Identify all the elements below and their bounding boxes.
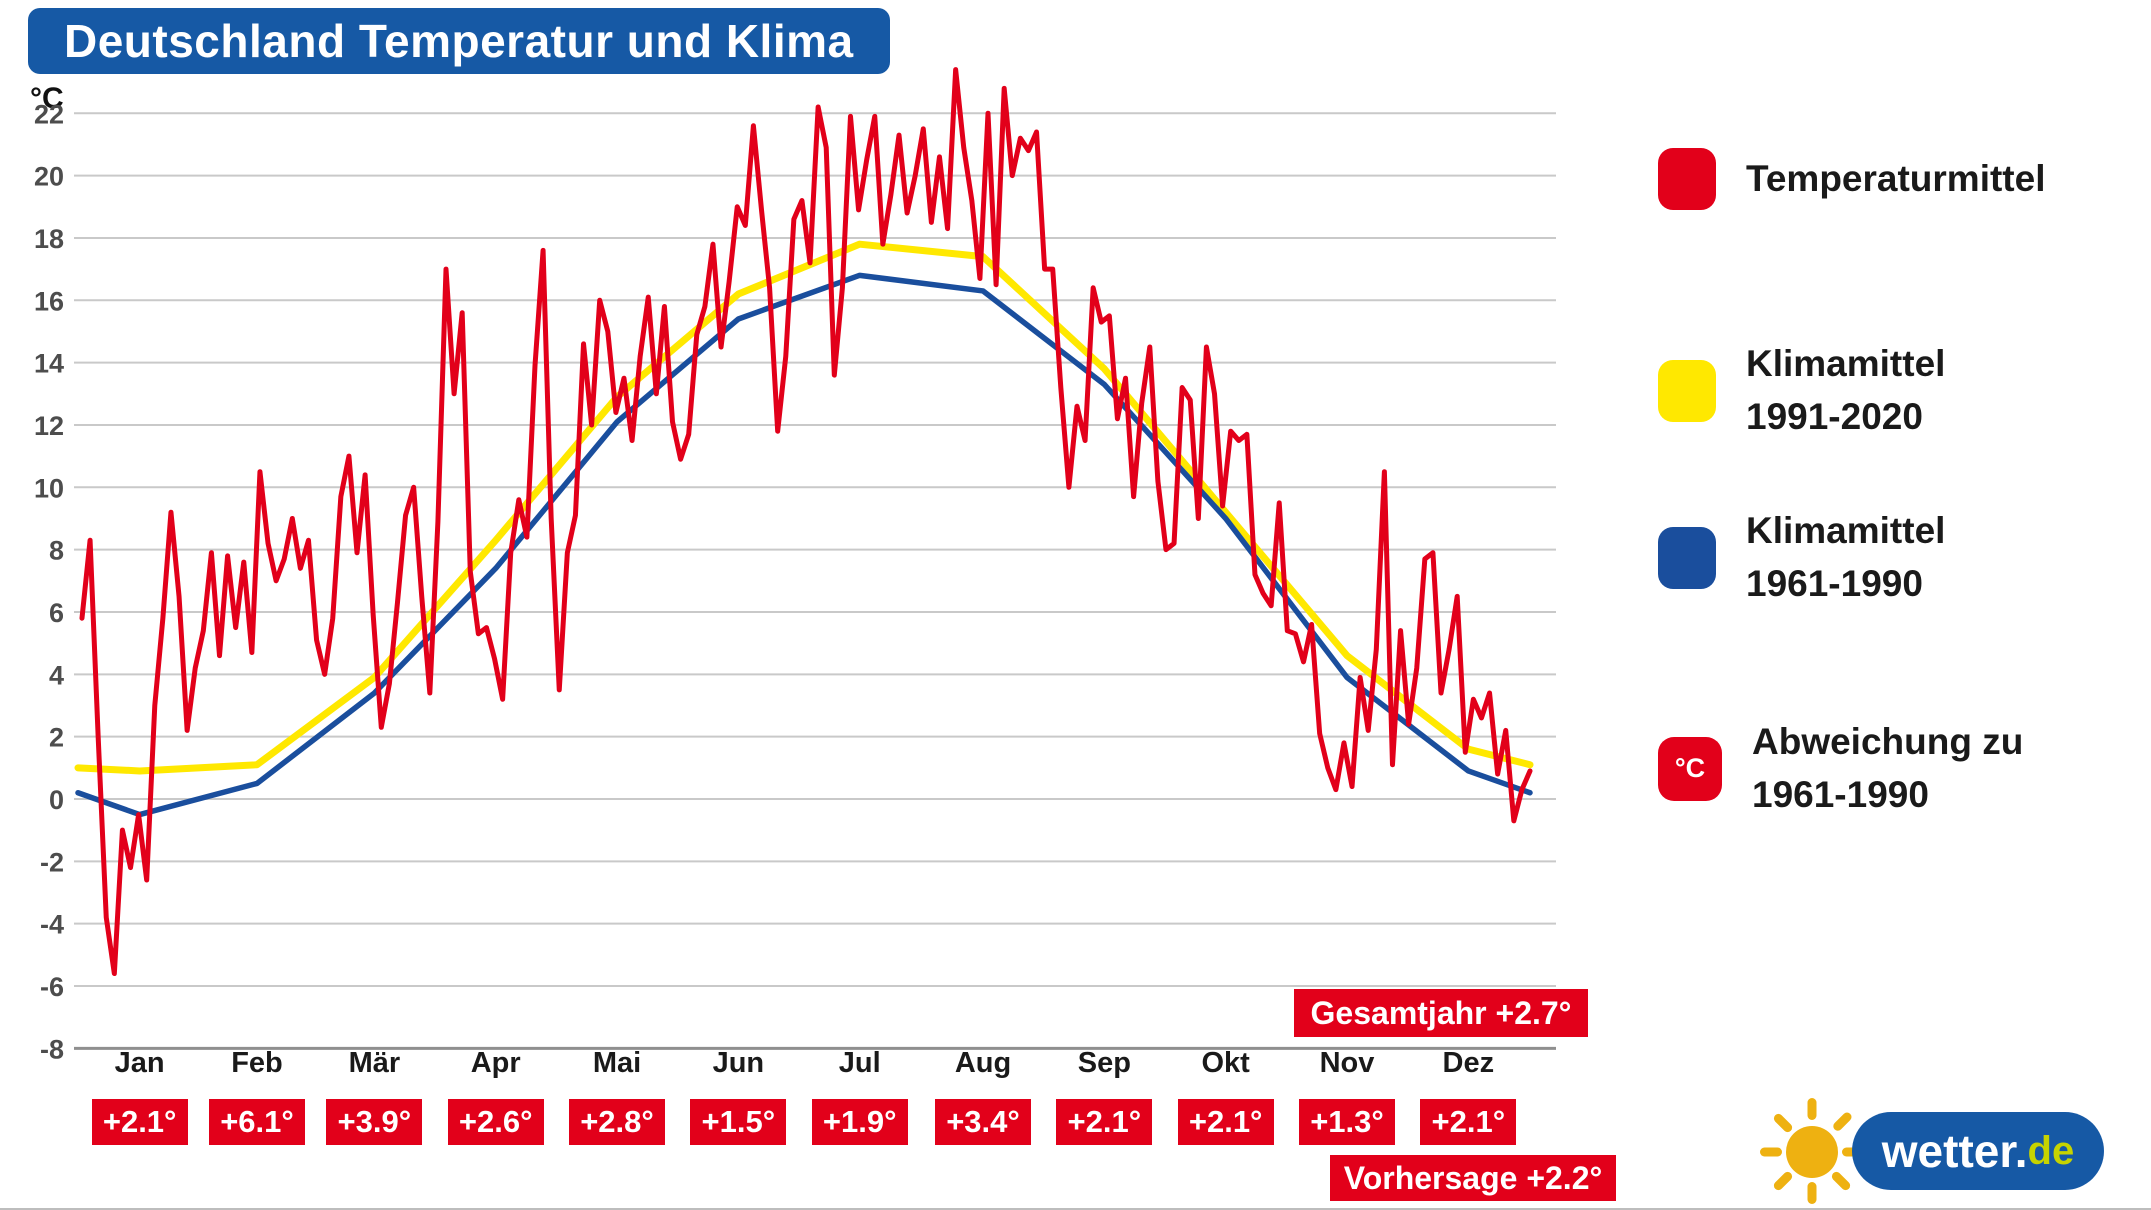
y-axis-unit-label: °C: [30, 82, 64, 115]
x-label-Apr: Apr: [471, 1047, 521, 1079]
y-tick-8: 8: [49, 536, 64, 566]
series-temperaturmittel: [79, 67, 1533, 977]
legend-label: Klimamittel 1961-1990: [1746, 505, 1945, 610]
legend-label-line2: 1991-2020: [1746, 395, 1923, 437]
logo-wordmark: wetter. de: [1852, 1112, 2104, 1190]
deviation-badge-okt: +2.1°: [1177, 1099, 1274, 1145]
series-klimamittel-1961-1990: [75, 272, 1533, 818]
legend-label: Klimamittel 1991-2020: [1746, 338, 1945, 443]
y-tick-12: 12: [34, 411, 64, 441]
logo-tld-text: de: [2027, 1128, 2075, 1173]
page-title: Deutschland Temperatur und Klima: [28, 8, 890, 74]
x-label-Jul: Jul: [839, 1047, 881, 1079]
y-tick-20: 20: [34, 162, 64, 192]
legend-label-line1: Klimamittel: [1746, 343, 1946, 384]
deviation-badge-dez: +2.1°: [1420, 1099, 1517, 1145]
x-label-Jan: Jan: [115, 1047, 165, 1079]
x-label-Dez: Dez: [1443, 1047, 1495, 1079]
blue-swatch-icon: [1658, 526, 1716, 589]
y-tick-18: 18: [34, 224, 64, 254]
wetter-de-logo[interactable]: wetter. de: [1752, 1090, 2122, 1208]
legend-item-temperaturmittel: Temperaturmittel: [1658, 148, 2046, 210]
legend-label-line2: 1961-1990: [1752, 773, 1929, 815]
legend-item-klimamittel-1991-2020: Klimamittel 1991-2020: [1658, 338, 1945, 443]
legend-label-line1: Abweichung zu: [1752, 721, 2024, 762]
y-tick-0: 0: [49, 785, 64, 815]
x-label-Aug: Aug: [955, 1047, 1011, 1079]
legend-label: Abweichung zu 1961-1990: [1752, 716, 2023, 821]
logo-brand-text: wetter.: [1881, 1125, 2028, 1177]
x-label-Mai: Mai: [593, 1047, 641, 1079]
vorhersage-badge: Vorhersage +2.2°: [1330, 1155, 1616, 1201]
x-label-Nov: Nov: [1320, 1047, 1375, 1079]
sun-icon: [1760, 1098, 1864, 1204]
deviation-badge-nov: +1.3°: [1299, 1099, 1395, 1145]
deviation-badge-jul: +1.9°: [811, 1099, 908, 1145]
legend-item-klimamittel-1961-1990: Klimamittel 1961-1990: [1658, 505, 1945, 610]
deviation-badge-jun: +1.5°: [690, 1099, 787, 1145]
legend-label-line2: 1961-1990: [1746, 562, 1923, 604]
deviation-badge-jan: +2.1°: [91, 1099, 188, 1145]
yellow-swatch-icon: [1658, 359, 1716, 422]
gesamtjahr-badge: Gesamtjahr +2.7°: [1294, 989, 1588, 1037]
y-tick--4: -4: [40, 910, 64, 940]
y-tick-4: 4: [49, 660, 64, 690]
deviation-badge-feb: +6.1°: [209, 1099, 305, 1145]
x-label-Sep: Sep: [1078, 1047, 1131, 1079]
celsius-badge-icon: °C: [1658, 736, 1722, 801]
y-tick--6: -6: [40, 972, 64, 1002]
x-label-Okt: Okt: [1202, 1047, 1251, 1079]
series-klimamittel-1991-2020: [74, 240, 1534, 775]
y-tick-10: 10: [34, 473, 64, 503]
y-tick-6: 6: [49, 598, 64, 628]
y-tick-22: 22: [34, 99, 64, 129]
legend-label: Temperaturmittel: [1746, 157, 2046, 199]
legend-item-abweichung: °C Abweichung zu 1961-1990: [1658, 716, 2023, 821]
y-tick-16: 16: [34, 286, 64, 316]
y-tick--8: -8: [40, 1034, 64, 1064]
x-label-Jun: Jun: [713, 1047, 765, 1079]
deviation-badge-sep: +2.1°: [1056, 1099, 1153, 1145]
y-tick-14: 14: [34, 349, 64, 379]
legend-label-line1: Klimamittel: [1746, 510, 1946, 551]
deviation-badge-aug: +3.4°: [935, 1099, 1031, 1145]
deviation-badge-apr: +2.6°: [447, 1099, 544, 1145]
x-label-Mär: Mär: [349, 1047, 401, 1079]
deviation-badge-mai: +2.8°: [569, 1099, 666, 1145]
y-tick--2: -2: [40, 847, 64, 877]
x-label-Feb: Feb: [231, 1047, 283, 1079]
deviation-badge-mär: +3.9°: [326, 1099, 423, 1145]
red-swatch-icon: [1658, 148, 1716, 210]
y-tick-2: 2: [49, 723, 64, 753]
